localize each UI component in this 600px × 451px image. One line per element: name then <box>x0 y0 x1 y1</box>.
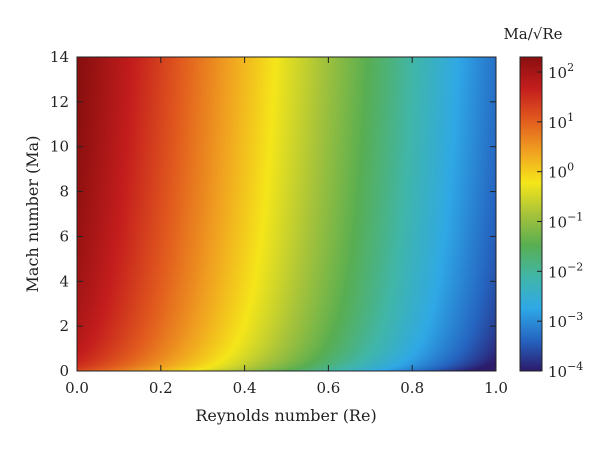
y-tick-label: 12 <box>50 93 69 111</box>
colorbar-tick-label: 10−4 <box>548 360 583 381</box>
x-tick-label: 0.8 <box>400 379 424 397</box>
y-tick-label: 0 <box>59 362 69 380</box>
x-tick-label: 0.4 <box>233 379 257 397</box>
x-axis-label: Reynolds number (Re) <box>195 406 376 425</box>
x-tick-label: 1.0 <box>484 379 508 397</box>
y-axis: 0 2 4 6 8 10 12 14 <box>50 48 496 380</box>
y-tick-label: 2 <box>59 317 69 335</box>
heatmap-area <box>77 57 496 371</box>
colorbar-tick-label: 10−3 <box>548 310 583 331</box>
plot-frame <box>76 56 497 372</box>
y-tick-label: 10 <box>50 138 69 156</box>
y-tick-label: 4 <box>59 272 69 290</box>
colorbar-tick-label: 101 <box>548 111 574 132</box>
x-tick-label: 0.2 <box>149 379 173 397</box>
colorbar-ticks: 102 101 100 10−1 10−2 10−3 10−4 <box>537 61 583 381</box>
x-tick-label: 0.0 <box>65 379 89 397</box>
colorbar <box>520 57 542 371</box>
y-axis-label: Mach number (Ma) <box>23 136 42 293</box>
colorbar-tick-label: 10−1 <box>548 211 583 232</box>
colorbar-label: Ma/√Re <box>503 25 562 43</box>
x-tick-label: 0.6 <box>316 379 340 397</box>
y-tick-label: 8 <box>59 183 69 201</box>
colorbar-tick-label: 100 <box>548 161 574 182</box>
colorbar-tick-label: 10−2 <box>548 260 583 281</box>
colorbar-tick-label: 102 <box>548 61 574 82</box>
colorbar-frame <box>519 56 543 372</box>
y-tick-label: 6 <box>59 227 69 245</box>
x-axis: 0.0 0.2 0.4 0.6 0.8 1.0 <box>65 57 508 397</box>
y-tick-label: 14 <box>50 48 69 66</box>
